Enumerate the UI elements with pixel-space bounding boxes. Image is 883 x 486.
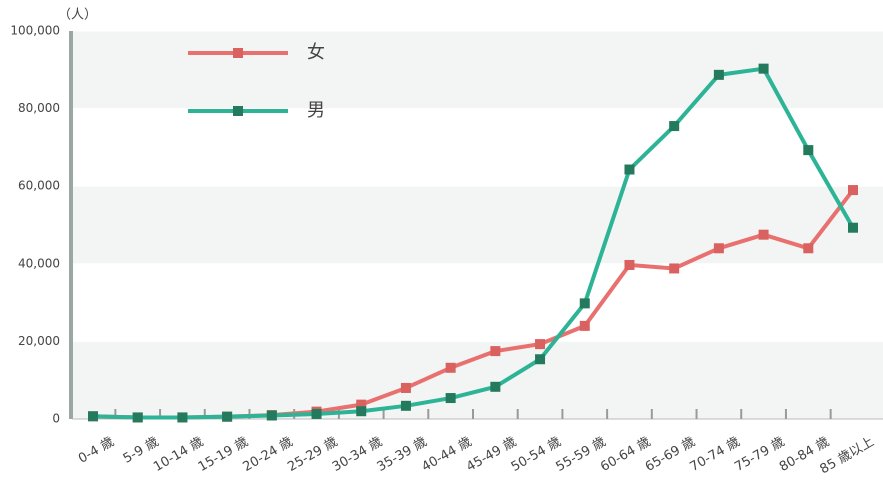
x-tick-label: 70-74 歳: [688, 435, 743, 475]
marker: [177, 412, 188, 423]
grid-band: [72, 341, 883, 419]
marker: [356, 406, 367, 417]
marker: [356, 399, 367, 410]
marker: [88, 411, 98, 422]
x-tick-label: 45-49 歳: [464, 435, 519, 475]
marker: [624, 259, 635, 270]
x-tick-label: 20-24 歳: [241, 435, 296, 475]
marker: [624, 164, 635, 175]
marker: [758, 229, 769, 240]
marker: [803, 243, 814, 254]
legend-label: 女: [307, 42, 325, 63]
x-tick-label: 30-34 歳: [330, 435, 385, 475]
marker: [445, 393, 456, 404]
marker: [490, 346, 501, 357]
legend-label: 男: [307, 100, 325, 121]
marker: [848, 185, 858, 196]
marker: [222, 411, 233, 422]
x-tick-label: 50-54 歳: [509, 435, 564, 475]
marker: [266, 410, 277, 421]
marker: [579, 298, 590, 309]
y-tick-label: 40,000: [18, 256, 60, 270]
marker: [713, 69, 724, 80]
marker: [848, 222, 858, 233]
x-tick-label: 25-29 歳: [285, 435, 340, 475]
x-tick-label: 0-4 歳: [76, 435, 117, 467]
y-axis-label: （人）: [58, 8, 97, 23]
marker: [713, 243, 724, 254]
marker: [535, 339, 546, 350]
x-tick-label: 40-44 歳: [419, 435, 474, 475]
y-tick-label: 80,000: [18, 101, 60, 115]
y-tick-label: 20,000: [18, 334, 60, 348]
y-tick-label: 100,000: [10, 24, 60, 38]
x-tick-label: 35-39 歳: [375, 435, 430, 475]
marker: [132, 412, 143, 423]
marker: [445, 362, 456, 373]
x-tick-label: 75-79 歳: [732, 435, 787, 475]
marker: [400, 382, 411, 393]
marker: [669, 263, 680, 274]
x-tick-label: 10-14 歳: [151, 435, 206, 475]
marker: [490, 381, 501, 392]
marker: [803, 145, 814, 156]
marker: [579, 320, 590, 331]
legend-marker: [233, 106, 243, 116]
grid-band: [72, 186, 883, 264]
marker: [758, 63, 769, 74]
line: [92, 66, 855, 420]
marker: [535, 354, 546, 365]
x-tick-label: 60-64 歳: [598, 435, 653, 475]
x-tick-label: 55-59 歳: [553, 435, 608, 475]
y-axis: [69, 31, 73, 419]
y-tick-label: 0: [52, 412, 60, 426]
marker: [311, 408, 322, 419]
y-tick-label: 60,000: [18, 179, 60, 193]
legend-marker: [233, 48, 243, 58]
marker: [400, 400, 411, 411]
x-tick-label: 65-69 歳: [643, 435, 698, 475]
x-tick-label: 15-19 歳: [196, 435, 251, 475]
marker: [669, 121, 680, 132]
